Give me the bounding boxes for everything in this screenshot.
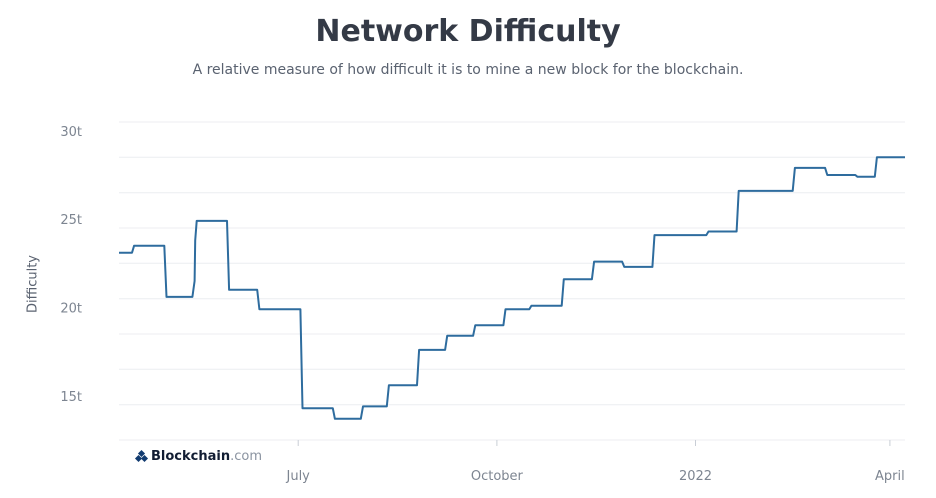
- y-tick-label: 20t: [60, 302, 82, 317]
- x-tick-label: July: [286, 469, 311, 484]
- y-tick-label: 15t: [60, 390, 82, 405]
- blockchain-watermark: Blockchain .com: [134, 449, 262, 464]
- blockchain-logo-icon: [134, 449, 149, 463]
- chart-title: Network Difficulty: [315, 14, 621, 49]
- x-tick-label: October: [471, 469, 524, 484]
- y-tick-label: 25t: [60, 213, 82, 228]
- chart-subtitle: A relative measure of how difficult it i…: [192, 62, 744, 78]
- x-tick-label: 2022: [679, 469, 712, 484]
- difficulty-series-line: [119, 156, 905, 420]
- x-axis-ticks: July October 2022 April: [286, 440, 905, 484]
- watermark-brand: Blockchain: [151, 449, 231, 464]
- series-layer: [119, 156, 905, 420]
- y-axis-ticks: 15t 20t 25t 30t: [60, 125, 82, 405]
- x-tick-label: April: [875, 469, 905, 484]
- y-tick-label: 30t: [60, 125, 82, 140]
- grid-lines: [119, 121, 905, 441]
- watermark-domain: .com: [230, 449, 262, 464]
